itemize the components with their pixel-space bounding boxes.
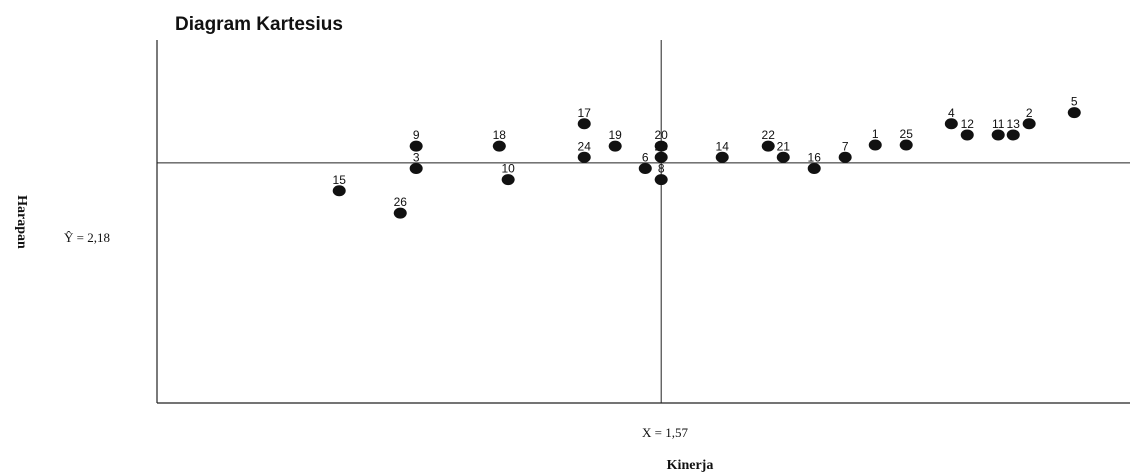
point-label-16: 16 [808, 150, 822, 164]
data-point-18 [492, 140, 506, 152]
data-point-6 [638, 162, 652, 174]
point-label-26: 26 [394, 195, 408, 209]
data-point-14 [715, 151, 729, 163]
point-label-2: 2 [1026, 106, 1033, 120]
point-label-7: 7 [842, 139, 849, 153]
point-label-15: 15 [333, 173, 347, 187]
data-point-5 [1067, 107, 1081, 119]
data-point-23 [654, 151, 668, 163]
data-point-2 [1022, 118, 1036, 130]
y-mean-label: Ŷ = 2,18 [64, 230, 110, 245]
data-point-1 [868, 139, 882, 151]
data-point-19 [608, 140, 622, 152]
point-label-17: 17 [578, 106, 592, 120]
data-point-13 [1006, 129, 1020, 141]
data-point-26 [393, 207, 407, 219]
point-label-9: 9 [413, 128, 420, 142]
data-point-8 [654, 174, 668, 186]
point-label-5: 5 [1071, 95, 1078, 109]
point-label-20: 20 [655, 128, 669, 142]
data-point-24 [577, 151, 591, 163]
x-axis-title: Kinerja [667, 458, 714, 473]
point-label-22: 22 [762, 128, 776, 142]
data-point-3 [409, 162, 423, 174]
point-label-25: 25 [900, 127, 914, 141]
data-point-20 [654, 140, 668, 152]
point-label-14: 14 [716, 139, 730, 153]
point-label-4: 4 [948, 106, 955, 120]
y-axis-title: Harapan [14, 195, 29, 249]
point-label-6: 6 [642, 150, 649, 164]
data-point-7 [838, 151, 852, 163]
data-point-17 [577, 118, 591, 130]
data-point-12 [960, 129, 974, 141]
data-point-9 [409, 140, 423, 152]
chart-title: Diagram Kartesius [175, 14, 343, 35]
point-label-12: 12 [961, 117, 975, 131]
data-point-22 [761, 140, 775, 152]
data-point-16 [807, 162, 821, 174]
point-label-23: 23 [655, 139, 669, 153]
point-label-8: 8 [658, 162, 665, 176]
point-label-13: 13 [1007, 117, 1021, 131]
data-point-15 [332, 185, 346, 197]
point-label-1: 1 [872, 127, 879, 141]
data-point-4 [944, 118, 958, 130]
point-label-19: 19 [609, 128, 623, 142]
point-label-21: 21 [777, 139, 791, 153]
point-label-24: 24 [578, 139, 592, 153]
point-label-18: 18 [493, 128, 507, 142]
data-point-11 [991, 129, 1005, 141]
point-label-3: 3 [413, 150, 420, 164]
data-point-10 [501, 174, 515, 186]
data-point-21 [776, 151, 790, 163]
point-label-10: 10 [501, 162, 515, 176]
x-mean-label: X = 1,57 [642, 425, 688, 440]
point-label-11: 11 [992, 117, 1005, 131]
data-point-25 [899, 139, 913, 151]
